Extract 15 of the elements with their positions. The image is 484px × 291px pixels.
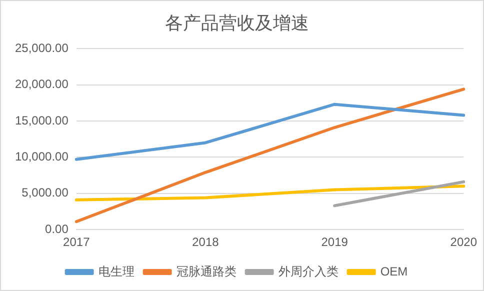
legend-label: 冠脉通路类 (176, 264, 236, 278)
y-tick-label: 15,000.00 (14, 113, 69, 128)
y-tick-label: 10,000.00 (14, 150, 69, 164)
x-tick-label: 2018 (192, 235, 220, 250)
legend-label: 外周介入类 (278, 264, 338, 278)
x-tick-label: 2019 (321, 235, 348, 250)
legend-label: OEM (380, 264, 408, 278)
y-tick-label: 25,000.00 (14, 40, 69, 55)
y-tick-label: 5,000.00 (22, 186, 69, 200)
y-tick-label: 0.00 (45, 222, 69, 236)
legend-label: 电生理 (98, 264, 134, 278)
chart-title: 各产品营收及增速 (165, 12, 309, 33)
y-tick-label: 20,000.00 (14, 77, 69, 92)
x-tick-label: 2020 (450, 235, 478, 250)
x-tick-label: 2017 (63, 235, 90, 250)
